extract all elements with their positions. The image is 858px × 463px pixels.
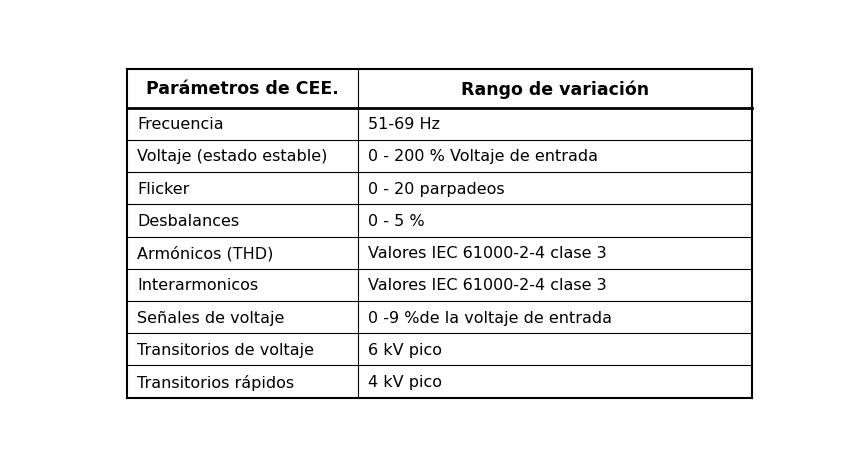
Bar [127, 269, 359, 301]
Text: 4 kV pico: 4 kV pico [368, 374, 443, 389]
Text: Interarmonicos: Interarmonicos [137, 278, 258, 293]
Text: Transitorios de voltaje: Transitorios de voltaje [137, 342, 314, 357]
Bar [359, 173, 752, 205]
Bar [127, 333, 359, 366]
Bar [359, 269, 752, 301]
Text: Frecuencia: Frecuencia [137, 117, 224, 132]
Text: Armónicos (THD): Armónicos (THD) [137, 245, 274, 261]
Text: Transitorios rápidos: Transitorios rápidos [137, 374, 294, 390]
Bar [359, 108, 752, 141]
Bar [127, 108, 359, 141]
Text: Flicker: Flicker [137, 181, 190, 196]
Text: Parámetros de CEE.: Parámetros de CEE. [147, 80, 339, 98]
Text: 0 -9 %de la voltaje de entrada: 0 -9 %de la voltaje de entrada [368, 310, 613, 325]
Bar [127, 237, 359, 269]
Text: 51-69 Hz: 51-69 Hz [368, 117, 440, 132]
Text: 0 - 200 % Voltaje de entrada: 0 - 200 % Voltaje de entrada [368, 149, 598, 164]
Bar [359, 141, 752, 173]
Text: Valores IEC 61000-2-4 clase 3: Valores IEC 61000-2-4 clase 3 [368, 246, 607, 261]
Bar [127, 141, 359, 173]
Bar [127, 173, 359, 205]
Text: Rango de variación: Rango de variación [462, 80, 650, 98]
Bar [359, 333, 752, 366]
Bar [359, 301, 752, 333]
Bar [127, 366, 359, 398]
Text: 0 - 20 parpadeos: 0 - 20 parpadeos [368, 181, 505, 196]
Text: Desbalances: Desbalances [137, 213, 239, 228]
Text: 6 kV pico: 6 kV pico [368, 342, 443, 357]
Text: Valores IEC 61000-2-4 clase 3: Valores IEC 61000-2-4 clase 3 [368, 278, 607, 293]
Bar [127, 205, 359, 237]
Text: 0 - 5 %: 0 - 5 % [368, 213, 425, 228]
Text: Señales de voltaje: Señales de voltaje [137, 310, 285, 325]
Text: Voltaje (estado estable): Voltaje (estado estable) [137, 149, 328, 164]
Bar [127, 301, 359, 333]
Bar [359, 70, 752, 108]
Bar [359, 366, 752, 398]
Bar [127, 70, 359, 108]
Bar [359, 237, 752, 269]
Bar [359, 205, 752, 237]
